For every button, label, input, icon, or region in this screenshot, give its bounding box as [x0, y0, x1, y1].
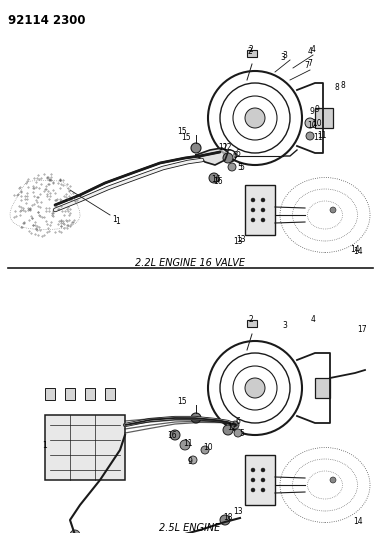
Circle shape	[70, 530, 80, 533]
Text: 8: 8	[335, 83, 339, 92]
Text: 15: 15	[177, 398, 187, 407]
Circle shape	[251, 478, 255, 482]
Text: 4: 4	[307, 47, 312, 56]
Text: 2: 2	[249, 316, 253, 325]
Text: 6: 6	[232, 150, 237, 159]
Text: 12: 12	[227, 424, 237, 432]
Circle shape	[231, 421, 239, 429]
Text: 1: 1	[113, 215, 117, 224]
Circle shape	[180, 440, 190, 450]
Circle shape	[261, 208, 265, 212]
Circle shape	[305, 118, 315, 128]
Text: 11: 11	[183, 440, 193, 448]
Circle shape	[189, 456, 197, 464]
Circle shape	[251, 218, 255, 222]
Text: 16: 16	[211, 175, 221, 184]
Circle shape	[245, 378, 265, 398]
Text: 3: 3	[283, 51, 287, 60]
Bar	[65, 388, 75, 400]
Text: 11: 11	[317, 132, 327, 141]
Bar	[247, 50, 257, 57]
Text: 10: 10	[203, 443, 213, 453]
Circle shape	[261, 478, 265, 482]
Text: 3: 3	[283, 320, 287, 329]
Text: 8: 8	[341, 80, 345, 90]
Circle shape	[223, 425, 233, 435]
Text: 7: 7	[304, 61, 309, 69]
Bar	[45, 415, 125, 480]
Text: 9: 9	[187, 457, 192, 466]
Circle shape	[191, 413, 201, 423]
Circle shape	[251, 468, 255, 472]
Text: 2: 2	[249, 45, 253, 54]
Circle shape	[223, 153, 233, 163]
Text: 13: 13	[233, 238, 243, 246]
Circle shape	[261, 488, 265, 492]
Text: 2.5L ENGINE: 2.5L ENGINE	[159, 523, 221, 533]
Text: 6: 6	[235, 417, 240, 426]
Circle shape	[170, 430, 180, 440]
Bar	[85, 388, 95, 400]
Text: 2: 2	[248, 47, 252, 56]
Text: 4: 4	[311, 45, 315, 54]
Circle shape	[245, 108, 265, 128]
Text: 12: 12	[222, 143, 232, 152]
Circle shape	[261, 218, 265, 222]
Circle shape	[191, 143, 201, 153]
Text: 6: 6	[235, 149, 240, 157]
Circle shape	[228, 163, 236, 171]
Text: 1: 1	[115, 217, 120, 227]
Circle shape	[261, 198, 265, 202]
Circle shape	[251, 208, 255, 212]
Text: 12: 12	[218, 142, 228, 151]
Circle shape	[330, 477, 336, 483]
Circle shape	[234, 429, 242, 437]
Bar	[105, 388, 115, 400]
Text: 14: 14	[350, 246, 360, 254]
Text: 7: 7	[307, 59, 312, 68]
Text: 13: 13	[236, 236, 246, 245]
Text: 14: 14	[353, 247, 363, 256]
Circle shape	[251, 488, 255, 492]
Text: 1: 1	[43, 440, 47, 449]
Text: 9: 9	[309, 108, 314, 117]
Circle shape	[261, 468, 265, 472]
Text: 5: 5	[238, 164, 242, 173]
Text: 18: 18	[223, 513, 233, 522]
Text: 4: 4	[311, 316, 315, 325]
Text: 3: 3	[280, 52, 285, 61]
Text: 9: 9	[315, 106, 319, 115]
Circle shape	[306, 132, 314, 140]
Polygon shape	[196, 148, 228, 165]
Text: 11: 11	[313, 133, 323, 142]
Text: 16: 16	[213, 177, 223, 187]
Text: 5: 5	[240, 163, 245, 172]
Text: 2.2L ENGINE 16 VALVE: 2.2L ENGINE 16 VALVE	[135, 258, 245, 268]
Text: 13: 13	[233, 507, 243, 516]
Text: 5: 5	[240, 430, 245, 439]
Text: 16: 16	[167, 431, 177, 440]
Circle shape	[220, 515, 230, 525]
Text: 10: 10	[312, 118, 322, 127]
Text: 15: 15	[181, 133, 191, 142]
Text: 14: 14	[353, 518, 363, 527]
Text: 92114 2300: 92114 2300	[8, 14, 85, 27]
Text: 17: 17	[357, 326, 367, 335]
Circle shape	[330, 207, 336, 213]
Bar	[245, 185, 275, 235]
Bar	[315, 378, 330, 398]
Text: 10: 10	[307, 120, 317, 130]
Circle shape	[251, 198, 255, 202]
Circle shape	[209, 173, 219, 183]
Bar	[245, 455, 275, 505]
Bar	[45, 388, 55, 400]
Bar	[315, 108, 333, 128]
Text: 15: 15	[177, 127, 187, 136]
Circle shape	[201, 446, 209, 454]
Bar	[247, 320, 257, 327]
